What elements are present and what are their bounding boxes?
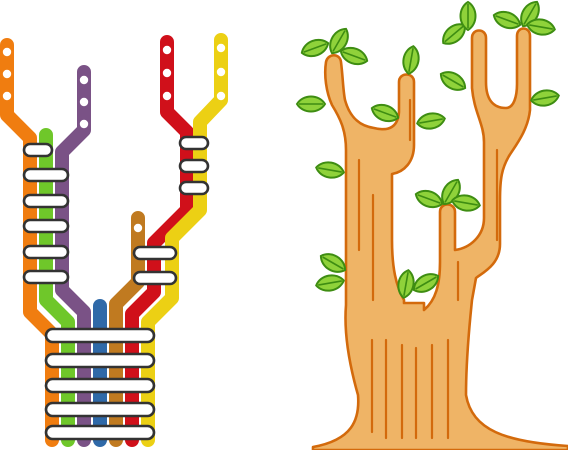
connector-middle — [132, 245, 178, 261]
connector-trunk — [44, 424, 156, 441]
leaf-icon — [315, 274, 345, 292]
connector-right — [178, 135, 210, 151]
connector-middle — [132, 270, 178, 286]
connector-left — [22, 193, 70, 209]
leaf-icon — [319, 253, 347, 273]
leaf-icon — [315, 161, 345, 179]
connector-trunk — [44, 327, 156, 344]
leaf-icon — [329, 27, 349, 55]
leaf-icon — [412, 273, 440, 293]
station-dots — [2, 43, 226, 233]
station-dot — [2, 69, 12, 79]
station-dot — [79, 97, 89, 107]
leaf-icon — [402, 45, 420, 75]
station-dot — [2, 91, 12, 101]
leaf-icon — [397, 269, 415, 299]
leaf-icon — [492, 10, 522, 30]
leaf-icon — [416, 112, 446, 130]
interchange-connectors — [22, 135, 210, 441]
red-line — [125, 35, 194, 447]
connector-left — [22, 218, 70, 234]
leaf-icon — [459, 0, 477, 32]
station-dot — [162, 45, 172, 55]
leaf-icon — [530, 89, 560, 107]
station-dot — [133, 223, 143, 233]
bark-lines — [357, 98, 499, 440]
station-dot — [79, 119, 89, 129]
connector-trunk — [44, 377, 156, 394]
leaf-icon — [295, 95, 327, 113]
connector-right — [178, 180, 210, 196]
leaf-icon — [439, 71, 467, 91]
tree-trunk — [311, 27, 568, 450]
leaf-group — [295, 0, 560, 299]
connector-left — [22, 244, 70, 260]
connector-trunk — [44, 352, 156, 369]
station-dot — [216, 91, 226, 101]
leaf-icon — [370, 103, 400, 123]
connector-trunk — [44, 401, 156, 418]
station-dot — [216, 43, 226, 53]
station-dot — [216, 67, 226, 77]
connector-left — [22, 269, 70, 285]
leaf-icon — [526, 18, 556, 36]
leaf-icon — [451, 194, 481, 212]
station-dot — [162, 91, 172, 101]
yellow-line — [141, 33, 228, 447]
station-dot — [2, 47, 12, 57]
connector-right — [178, 158, 210, 174]
station-dot — [79, 75, 89, 85]
tree-illustration — [295, 0, 568, 450]
leaf-icon — [300, 38, 330, 58]
station-dot — [162, 68, 172, 78]
connector-left — [22, 167, 70, 183]
connector-left — [22, 142, 54, 158]
leaf-icon — [339, 46, 369, 66]
leaf-icon — [414, 189, 444, 209]
